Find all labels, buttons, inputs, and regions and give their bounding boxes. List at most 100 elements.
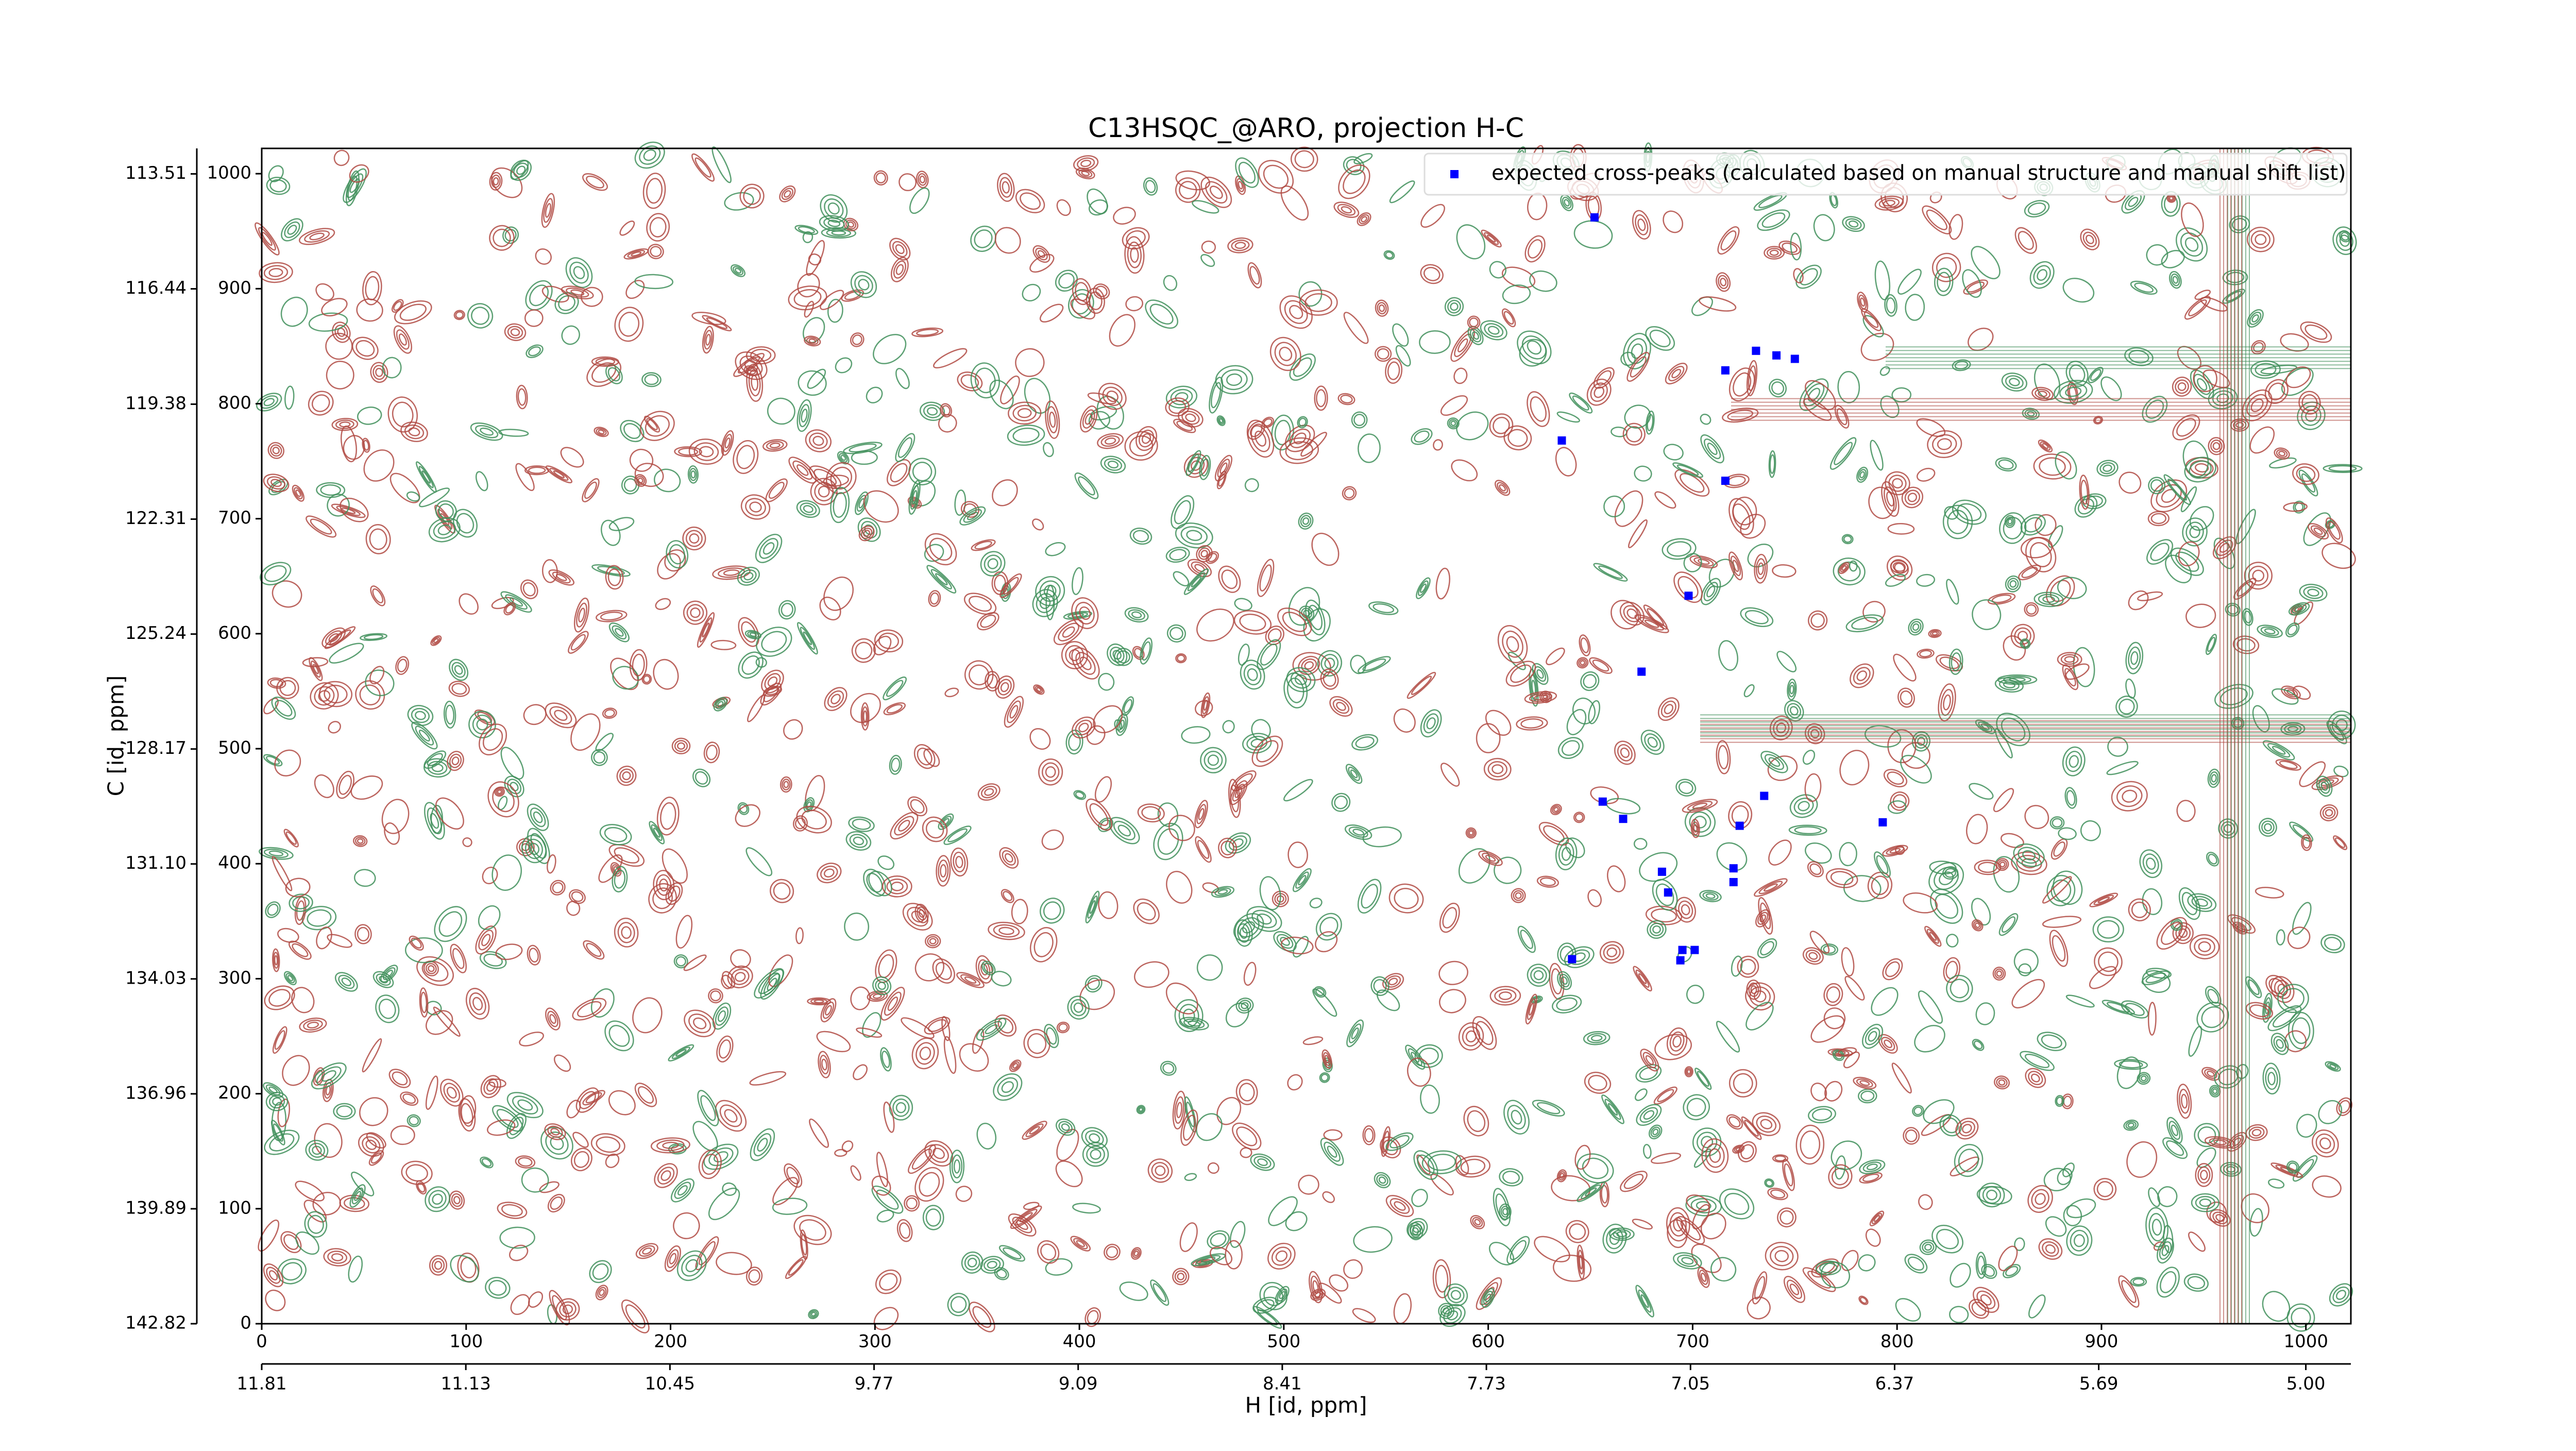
contour: [1333, 201, 1360, 218]
contour: [1098, 891, 1118, 919]
contour: [393, 301, 402, 311]
contour: [1456, 224, 1486, 260]
contour: [2038, 439, 2053, 453]
contour: [827, 298, 843, 323]
contour: [2172, 276, 2179, 284]
contour: [572, 1132, 589, 1148]
contour: [933, 348, 968, 369]
contour: [1511, 1109, 1522, 1125]
contour: [1331, 792, 1351, 812]
contour: [312, 664, 319, 674]
contour: [1235, 998, 1254, 1014]
contour: [1857, 1088, 1877, 1104]
contour: [2049, 816, 2065, 830]
contour: [1394, 1201, 1406, 1211]
contour: [582, 173, 608, 191]
contour: [1993, 788, 2014, 813]
contour: [2013, 949, 2039, 974]
contour: [1923, 1099, 1955, 1124]
contour: [698, 1241, 716, 1266]
contour: [2060, 654, 2079, 665]
contour: [916, 171, 929, 189]
contour: [2268, 1178, 2285, 1189]
contour: [1710, 1257, 1737, 1282]
contour: [858, 498, 865, 509]
contour: [1240, 927, 1248, 939]
contour: [1652, 1128, 1659, 1136]
contour: [1093, 283, 1110, 299]
contour: [1556, 411, 1580, 423]
contour: [1012, 404, 1037, 421]
contour: [1823, 1007, 1846, 1030]
contour: [662, 1141, 679, 1149]
contour: [1149, 303, 1174, 325]
contour: [1070, 1236, 1091, 1252]
contour: [1107, 643, 1128, 666]
contour: [584, 481, 597, 499]
contour: [1934, 867, 1959, 890]
contour: [1579, 634, 1591, 656]
contour: [547, 1010, 558, 1027]
contour: [1323, 1052, 1331, 1066]
contour: [1826, 986, 1840, 1003]
contour: [1580, 637, 1589, 653]
contour: [1489, 261, 1507, 279]
contour: [660, 1170, 671, 1181]
contour: [850, 332, 865, 347]
contour: [1288, 587, 1320, 626]
contour: [1275, 1250, 1288, 1262]
contour: [2184, 457, 2216, 483]
contour: [1011, 1061, 1020, 1071]
contour: [1098, 672, 1115, 691]
contour: [1458, 1022, 1484, 1051]
contour: [972, 1306, 992, 1328]
contour: [1217, 889, 1228, 895]
contour: [932, 958, 955, 984]
y-tick-label: 400: [218, 853, 251, 873]
contour: [2161, 1245, 2170, 1256]
contour: [1748, 365, 1756, 391]
contour: [1982, 1186, 2002, 1204]
contour: [942, 818, 950, 825]
contour: [1893, 653, 1917, 682]
contour: [1406, 1218, 1428, 1239]
contour: [283, 829, 299, 848]
contour: [1440, 395, 1468, 416]
y-tick-label: 300: [218, 968, 251, 988]
contour: [1147, 1158, 1173, 1183]
contour: [331, 417, 359, 431]
contour: [1151, 1162, 1170, 1179]
contour: [1647, 414, 1654, 431]
contour: [1015, 189, 1045, 213]
contour: [697, 612, 715, 648]
contour: [1298, 875, 1307, 886]
contour: [2272, 1009, 2297, 1028]
contour: [1916, 573, 1936, 587]
contour: [553, 470, 565, 479]
contour: [282, 1055, 310, 1086]
contour: [1616, 1231, 1628, 1238]
contour: [924, 934, 941, 949]
contour: [844, 291, 861, 300]
contour: [1316, 389, 1327, 408]
contour: [718, 1039, 731, 1059]
contour: [2050, 580, 2071, 602]
contour: [277, 1099, 291, 1127]
contour: [2175, 925, 2191, 941]
contour: [2159, 1241, 2172, 1260]
contour: [1692, 1204, 1710, 1229]
contour: [2274, 447, 2290, 460]
contour: [1793, 797, 1814, 815]
contour: [1732, 503, 1751, 530]
contour: [292, 943, 309, 957]
contour: [279, 680, 296, 696]
contour: [883, 702, 906, 716]
contour: [1671, 368, 1682, 379]
contour: [2094, 947, 2123, 976]
contour: [434, 1261, 443, 1270]
contour: [1001, 1081, 1014, 1093]
contour: [1292, 868, 1312, 892]
contour: [1869, 1210, 1885, 1226]
contour: [713, 697, 727, 712]
contour: [1389, 180, 1415, 204]
